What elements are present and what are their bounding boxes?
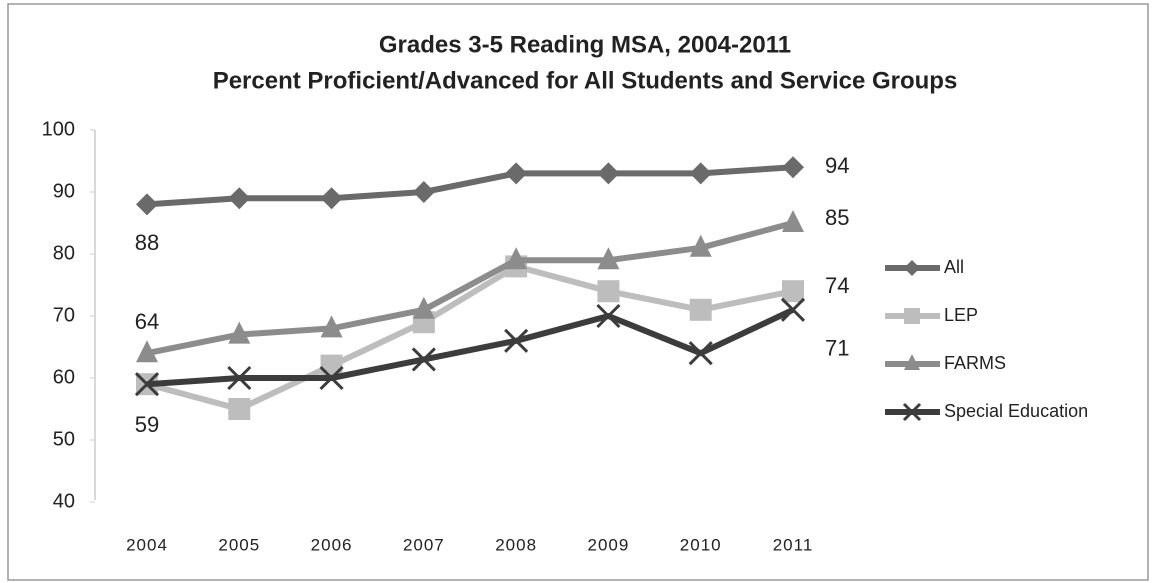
- marker: [782, 156, 804, 179]
- marker: [689, 298, 712, 321]
- data-label: 74: [825, 273, 849, 298]
- marker: [782, 280, 804, 303]
- x-tick-label: 2011: [773, 535, 814, 554]
- y-tick-label: 80: [53, 242, 75, 264]
- x-tick-label: 2009: [588, 535, 630, 554]
- marker: [227, 365, 252, 391]
- series-line: [146, 263, 794, 412]
- data-label: 59: [135, 412, 159, 437]
- chart-subtitle: Percent Proficient/Advanced for All Stud…: [213, 67, 958, 94]
- marker: [134, 372, 160, 397]
- data-label: 64: [135, 309, 159, 334]
- y-tick-label: 60: [53, 366, 75, 388]
- marker: [504, 328, 529, 353]
- x-tick-label: 2006: [311, 535, 353, 554]
- legend-label: Special Education: [944, 401, 1088, 421]
- marker: [780, 297, 806, 322]
- marker: [228, 187, 251, 210]
- x-tick-label: 2008: [495, 535, 537, 554]
- y-tick-label: 70: [53, 304, 75, 326]
- marker: [904, 260, 920, 276]
- marker: [228, 321, 251, 344]
- marker: [320, 315, 343, 338]
- data-label: 85: [825, 205, 849, 230]
- data-label: 71: [825, 336, 849, 361]
- marker: [505, 247, 528, 270]
- marker: [597, 247, 620, 270]
- marker: [228, 398, 251, 420]
- marker: [319, 365, 344, 391]
- x-tick-label: 2004: [126, 535, 168, 554]
- y-tick-label: 100: [42, 118, 75, 140]
- marker: [320, 354, 343, 377]
- marker: [411, 347, 436, 372]
- series-line: [146, 220, 794, 357]
- marker: [412, 296, 435, 319]
- data-label: 88: [135, 230, 159, 255]
- marker: [320, 187, 343, 210]
- y-tick-label: 90: [53, 180, 75, 202]
- marker: [136, 193, 158, 216]
- chart-title: Grades 3-5 Reading MSA, 2004-2011: [379, 31, 791, 58]
- marker: [597, 162, 620, 185]
- legend-label: LEP: [944, 305, 978, 325]
- marker: [902, 402, 922, 422]
- y-tick-label: 40: [53, 490, 75, 512]
- marker: [689, 234, 712, 257]
- marker: [412, 181, 435, 203]
- marker: [904, 308, 920, 324]
- marker: [136, 340, 158, 363]
- series-line: [146, 164, 794, 208]
- y-tick-label: 50: [53, 428, 75, 450]
- marker: [596, 303, 621, 329]
- x-tick-label: 2007: [403, 535, 445, 554]
- legend-label: All: [944, 257, 964, 277]
- marker: [782, 210, 804, 232]
- legend-label: FARMS: [944, 353, 1006, 373]
- marker: [688, 341, 713, 366]
- x-tick-label: 2005: [218, 535, 260, 554]
- marker: [689, 162, 712, 185]
- data-label: 94: [825, 153, 849, 178]
- x-tick-label: 2010: [680, 535, 722, 554]
- marker: [505, 162, 528, 185]
- series-line: [146, 307, 795, 388]
- frame: [7, 3, 1149, 581]
- marker: [904, 354, 920, 370]
- marker: [597, 280, 620, 303]
